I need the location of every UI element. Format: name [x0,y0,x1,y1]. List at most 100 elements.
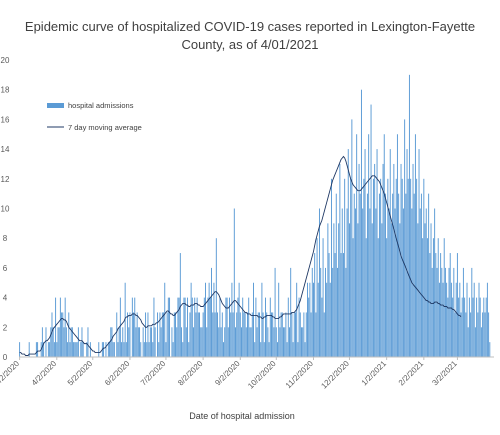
admission-bar [352,238,354,357]
admission-bar [285,312,287,357]
admission-bar [121,342,123,357]
admission-bar [467,327,469,357]
x-tick-label: 7/2/2020 [139,359,168,388]
admission-bar [205,282,206,357]
admission-bar [219,297,221,357]
chart-title-line-1: Epidemic curve of hospitalized COVID-19 … [24,19,476,34]
admission-bar [307,282,308,357]
admission-bar [237,297,239,357]
admission-bar [350,178,352,357]
admission-bar [446,282,448,357]
admission-bar [61,312,63,357]
y-tick-label: 6 [3,264,8,273]
admission-bar [418,149,420,357]
admission-bar [443,238,445,357]
admission-bar [224,327,226,357]
admission-bar [460,312,462,357]
admission-bar [320,267,322,357]
admission-bar [410,178,412,357]
admission-bar [235,327,236,357]
admission-bar [98,342,100,357]
admission-bar [69,342,71,357]
admission-bar [242,297,244,357]
admission-bar [247,312,248,357]
y-tick-label: 12 [1,175,10,184]
moving-average-line [19,155,462,356]
y-tick-label: 16 [1,115,10,124]
admission-bar [377,238,379,357]
admission-bar [58,327,60,357]
admission-bar [371,223,373,357]
admission-bar [220,327,222,357]
admission-bar [62,312,64,357]
admission-bar [441,267,443,357]
admission-bar [199,312,200,357]
admission-bar [118,327,120,357]
admission-bar [328,253,330,357]
admission-bar [286,342,288,357]
x-tick-label: 10/2/2020 [246,359,278,391]
admission-bar [447,297,449,357]
admission-bar [225,297,227,357]
admission-bar [399,223,401,357]
admission-bar [262,312,264,357]
admission-bar [245,327,247,357]
admission-bar [190,282,192,357]
admission-bar [366,193,368,357]
admission-bar [459,282,461,357]
legend-label-admissions: hospital admissions [68,101,134,110]
admission-bar [142,327,144,357]
admission-bar [424,223,426,357]
admission-bar [248,297,250,357]
admission-bar [297,342,299,357]
admission-bar [178,297,180,357]
admission-bar [249,327,251,357]
admission-bar [238,282,240,357]
admission-bar [166,312,168,357]
admission-bar [479,297,481,357]
admission-bar [280,312,282,357]
admission-bar [309,282,311,357]
admission-bar [383,134,385,357]
admission-bar [476,297,478,357]
admission-bar [257,312,259,357]
admission-bar [327,223,329,357]
y-tick-label: 2 [3,323,8,332]
y-tick-label: 18 [1,86,10,95]
admission-bar [293,312,295,357]
x-axis-ticks: 3/2/2020 4/2/2020 5/2/2020 6/2/2020 7/2/2020… [0,357,459,391]
admission-bar [67,342,69,357]
admission-bar [458,297,460,357]
admission-bar [482,312,484,357]
admission-bar [203,297,205,357]
admission-bar [356,134,358,357]
admission-bar [387,178,389,357]
admission-bar [412,163,414,357]
admission-bar [480,327,482,357]
admission-bar [351,119,353,358]
admission-bar [321,297,323,357]
y-tick-label: 4 [3,294,8,303]
admission-bar [208,282,210,357]
x-tick-label: 2/2/2021 [397,359,426,388]
admission-bar [159,312,161,357]
admission-bar [221,312,223,357]
admission-bar [484,312,486,357]
admission-bar [51,312,53,357]
admission-bar [215,238,217,357]
admission-bar [341,208,343,357]
admission-bar [250,327,252,357]
admission-bar [464,297,466,357]
admission-bar [413,193,415,357]
admission-bar [230,312,232,357]
admission-bar [134,297,136,357]
admission-bar [76,342,78,357]
admission-bar [148,342,150,357]
admission-bar [70,327,72,357]
admission-bar [153,297,155,357]
admission-bar [263,342,265,357]
admission-bar [259,312,260,357]
admission-bar [165,342,167,357]
admission-bar [334,253,336,357]
admission-bar [35,342,37,357]
